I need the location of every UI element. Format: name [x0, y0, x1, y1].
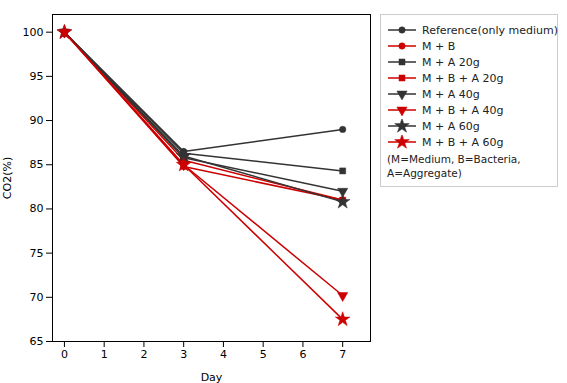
svg-text:0: 0 — [61, 348, 68, 361]
svg-text:100: 100 — [23, 26, 44, 39]
html-text:M + A 60g: M + A 60g — [422, 119, 480, 133]
svg-text:80: 80 — [30, 202, 44, 215]
svg-text:3: 3 — [180, 348, 187, 361]
svg-text:85: 85 — [30, 158, 44, 171]
html-text:(M=Medium, B=Bacteria, A=Aggre: (M=Medium, B=Bacteria, A=Aggregate) — [387, 153, 521, 179]
svg-text:CO2(%): CO2(%) — [1, 157, 14, 199]
html-text:M + A 40g: M + A 40g — [422, 87, 480, 101]
svg-text:5: 5 — [260, 348, 267, 361]
svg-text:65: 65 — [30, 335, 44, 348]
html-text:M + A 20g: M + A 20g — [422, 55, 480, 69]
svg-text:6: 6 — [299, 348, 306, 361]
svg-text:95: 95 — [30, 70, 44, 83]
svg-text:2: 2 — [140, 348, 147, 361]
html-text:M + B + A 60g: M + B + A 60g — [422, 135, 504, 149]
svg-text:70: 70 — [30, 291, 44, 304]
html-text:M + B: M + B — [422, 39, 456, 53]
svg-text:4: 4 — [220, 348, 227, 361]
svg-text:7: 7 — [339, 348, 346, 361]
svg-text:90: 90 — [30, 114, 44, 127]
svg-text:Day: Day — [201, 371, 223, 383]
svg-text:1: 1 — [101, 348, 108, 361]
html-text:M + B + A 20g: M + B + A 20g — [422, 71, 504, 85]
html-text:Reference(only medium): Reference(only medium) — [422, 23, 558, 37]
svg-text:75: 75 — [30, 247, 44, 260]
html-text:M + B + A 40g: M + B + A 40g — [422, 103, 504, 117]
